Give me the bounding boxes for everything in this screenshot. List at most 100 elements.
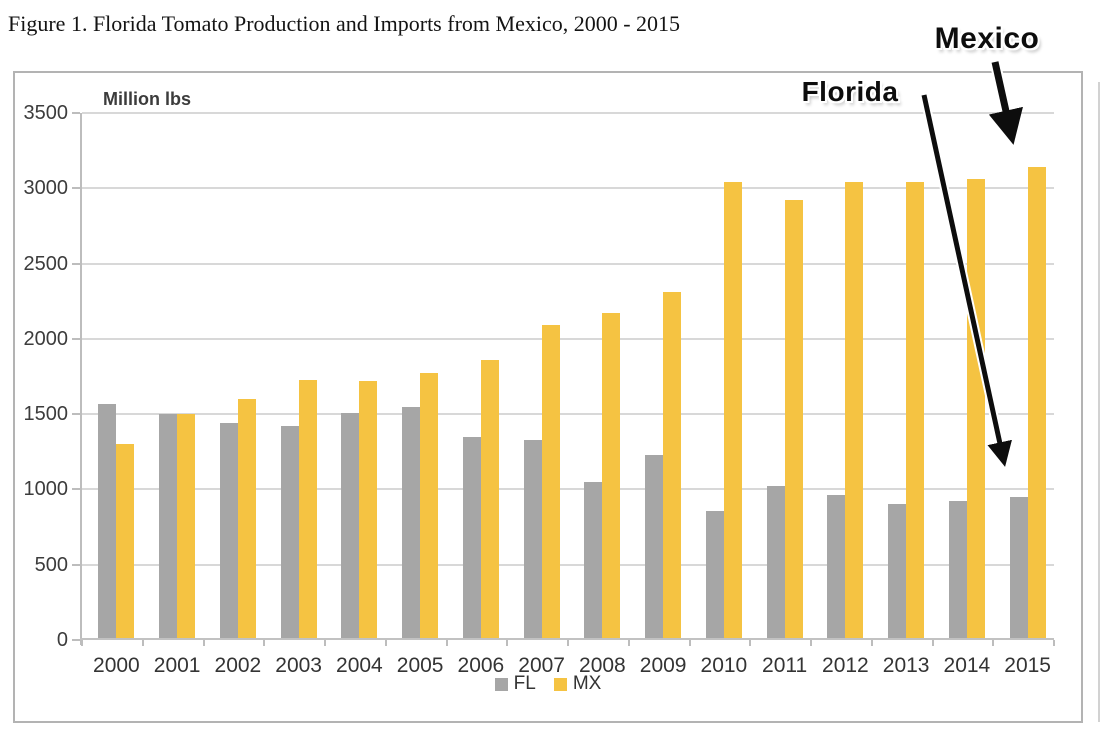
x-label-2012: 2012 <box>822 654 869 677</box>
bar-mx-2001 <box>177 414 196 640</box>
bar-fl-2001 <box>159 414 178 640</box>
bar-fl-2007 <box>523 440 542 640</box>
x-tick-16 <box>1053 640 1055 646</box>
x-tick-3 <box>263 640 266 646</box>
bar-mx-2013 <box>906 182 925 640</box>
bar-mx-2006 <box>480 360 499 640</box>
gridline-2500 <box>82 262 1054 265</box>
chart-frame: Million lbs 0 500 1000 1500 2000 2500 3000 3500… <box>13 71 1083 723</box>
x-label-2009: 2009 <box>639 654 687 677</box>
legend-label-fl: FL <box>513 673 536 694</box>
bar-fl-2011 <box>766 486 785 640</box>
x-tick-7 <box>506 640 509 646</box>
bar-fl-2012 <box>827 495 846 640</box>
bar-fl-2015 <box>1009 497 1028 640</box>
x-tick-10 <box>688 640 691 646</box>
bar-fl-2006 <box>462 437 481 640</box>
chart-legend: FL MX <box>15 673 1081 695</box>
legend-item-fl: FL <box>494 673 536 695</box>
x-label-2010: 2010 <box>700 654 748 677</box>
x-tick-5 <box>384 640 387 646</box>
x-label-2003: 2003 <box>275 654 322 677</box>
bar-mx-2002 <box>237 399 256 640</box>
legend-item-mx: MX <box>553 673 602 695</box>
y-axis-line <box>80 113 82 645</box>
gridline-1000 <box>82 488 1054 491</box>
y-tick-label-3000: 3000 <box>23 177 69 200</box>
plot-area: 0 500 1000 1500 2000 2500 3000 3500 2000 2001 2002… <box>24 102 1055 677</box>
bar-mx-2015 <box>1027 167 1046 640</box>
x-tick-9 <box>627 640 630 646</box>
bar-mx-2009 <box>663 292 682 640</box>
y-tick-1000 <box>72 488 80 491</box>
bar-mx-2007 <box>541 325 560 640</box>
y-tick-1500 <box>72 413 80 416</box>
bar-fl-2014 <box>948 501 967 640</box>
x-label-2004: 2004 <box>336 654 383 677</box>
x-label-2001: 2001 <box>153 654 201 677</box>
y-tick-label-0: 0 <box>56 629 68 651</box>
bar-mx-2004 <box>359 381 378 640</box>
x-label-2002: 2002 <box>214 654 262 677</box>
x-tick-4 <box>324 640 326 646</box>
x-tick-8 <box>567 640 569 646</box>
x-label-2015: 2015 <box>1004 654 1051 677</box>
x-tick-12 <box>810 640 812 646</box>
x-tick-11 <box>749 640 752 646</box>
bar-mx-2008 <box>602 313 621 640</box>
y-tick-label-1000: 1000 <box>23 478 69 501</box>
legend-swatch-mx <box>553 677 567 691</box>
annotation-florida-label: Florida <box>801 76 899 107</box>
annotation-mexico-label: Mexico <box>934 22 1040 55</box>
x-label-2005: 2005 <box>396 654 444 677</box>
x-tick-14 <box>931 640 934 646</box>
gridline-3500 <box>82 112 1054 114</box>
bar-mx-2012 <box>845 182 864 640</box>
page-right-edge-line <box>1098 82 1100 722</box>
x-tick-6 <box>445 640 448 646</box>
bar-mx-2011 <box>784 200 803 640</box>
y-tick-2000 <box>72 337 80 340</box>
y-tick-0 <box>72 639 80 641</box>
x-label-2011: 2011 <box>762 654 808 677</box>
x-tick-1 <box>141 640 144 646</box>
legend-label-mx: MX <box>572 673 602 694</box>
y-tick-label-3500: 3500 <box>23 102 69 124</box>
gridline-2000 <box>82 337 1054 340</box>
y-tick-2500 <box>72 262 80 265</box>
bar-fl-2010 <box>705 511 724 640</box>
bar-fl-2008 <box>584 482 603 640</box>
x-label-2000: 2000 <box>93 654 140 677</box>
bar-mx-2003 <box>298 380 317 640</box>
x-label-2006: 2006 <box>457 654 505 677</box>
bar-mx-2005 <box>420 373 439 640</box>
bar-mx-2010 <box>723 182 742 640</box>
bar-fl-2004 <box>341 413 360 640</box>
figure-caption: Figure 1. Florida Tomato Production and … <box>8 11 681 36</box>
gridline-1500 <box>82 413 1054 416</box>
bar-fl-2005 <box>402 407 421 640</box>
legend-swatch-fl <box>494 677 508 691</box>
x-label-2013: 2013 <box>882 654 930 677</box>
bar-fl-2013 <box>888 504 907 640</box>
x-tick-13 <box>870 640 873 646</box>
x-tick-15 <box>992 640 995 646</box>
bar-fl-2000 <box>98 404 117 640</box>
gridline-3000 <box>82 187 1054 190</box>
y-tick-3000 <box>72 187 80 190</box>
y-tick-label-500: 500 <box>34 553 68 576</box>
bar-fl-2002 <box>219 423 238 640</box>
x-axis-line <box>80 638 1054 640</box>
bar-fl-2003 <box>280 426 299 640</box>
x-label-2007: 2007 <box>518 654 565 677</box>
y-tick-label-2500: 2500 <box>23 252 69 275</box>
bar-mx-2014 <box>966 179 985 640</box>
x-label-2008: 2008 <box>579 654 626 677</box>
y-tick-label-1500: 1500 <box>23 403 69 426</box>
y-axis-unit-label: Million lbs <box>103 89 191 109</box>
x-tick-0 <box>81 640 83 646</box>
y-tick-500 <box>72 563 80 566</box>
bar-fl-2009 <box>645 455 664 640</box>
gridline-500 <box>82 563 1054 566</box>
